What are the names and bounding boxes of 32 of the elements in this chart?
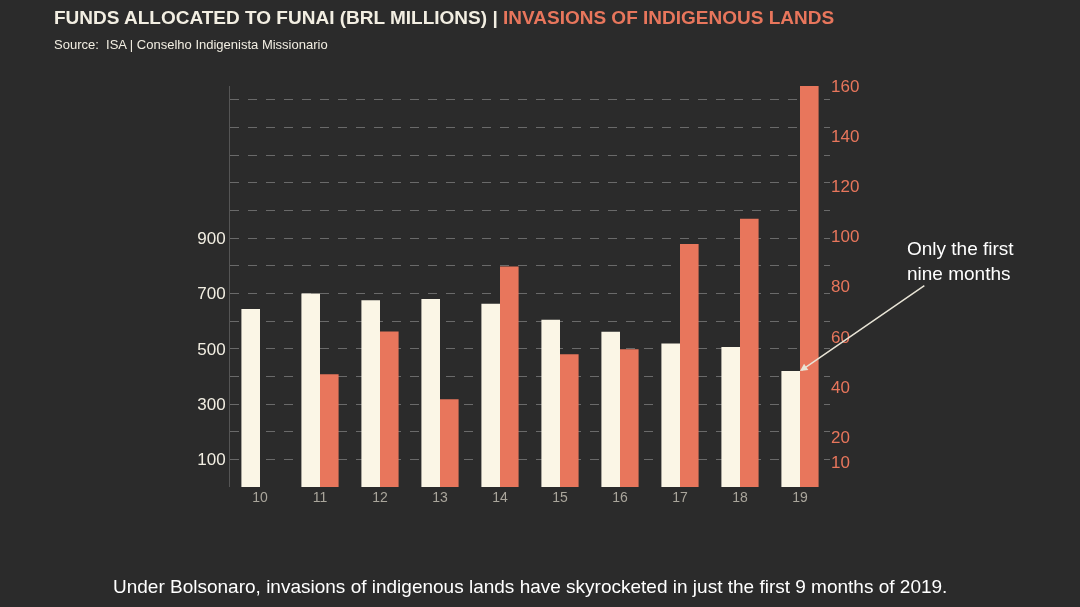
y2-tick-label: 140 <box>831 127 860 147</box>
x-tick-label: 19 <box>792 489 808 505</box>
x-tick-label: 11 <box>312 489 328 505</box>
chart-subtitle: Source: ISA | Conselho Indigenista Missionario <box>54 36 328 52</box>
bar <box>241 308 260 487</box>
text: Under Bolsonaro, invasions of indigenous lands have skyrocketed in just the first 9 months of 2019. <box>113 576 948 597</box>
annotation: Only the first nine months <box>907 238 1015 284</box>
x-tick-label: 10 <box>252 489 268 505</box>
x-tick-label: 16 <box>612 489 628 505</box>
bar <box>421 298 440 487</box>
y2-tick-label: 10 <box>831 452 850 472</box>
y-tick-label: 700 <box>197 284 226 304</box>
y2-tick-label: 80 <box>831 277 850 297</box>
x-tick-label: 18 <box>732 489 748 505</box>
y2-tick-label: 160 <box>831 76 860 96</box>
x-tick-label: 13 <box>432 489 448 505</box>
y-tick-label: 500 <box>197 339 226 359</box>
y-tick-label: 900 <box>197 229 226 249</box>
y-tick-label: 300 <box>197 394 226 414</box>
x-tick-label: 17 <box>672 489 688 505</box>
bar <box>781 371 800 487</box>
y2-tick-label: 60 <box>831 327 850 347</box>
x-tick-label: 14 <box>492 489 508 505</box>
x-tick-label: 12 <box>372 489 388 505</box>
y2-tick-label: 20 <box>831 427 850 447</box>
y2-tick-label: 120 <box>831 177 860 197</box>
y2-tick-label: 100 <box>831 227 860 247</box>
chart-title: FUNDS ALLOCATED TO FUNAI (BRL MILLIONS) | INVASIONS OF INDIGENOUS LANDS <box>54 7 835 29</box>
bar <box>800 86 819 487</box>
y2-tick-label: 40 <box>831 377 850 397</box>
x-tick-label: 15 <box>552 489 568 505</box>
y-tick-label: 100 <box>197 450 226 470</box>
